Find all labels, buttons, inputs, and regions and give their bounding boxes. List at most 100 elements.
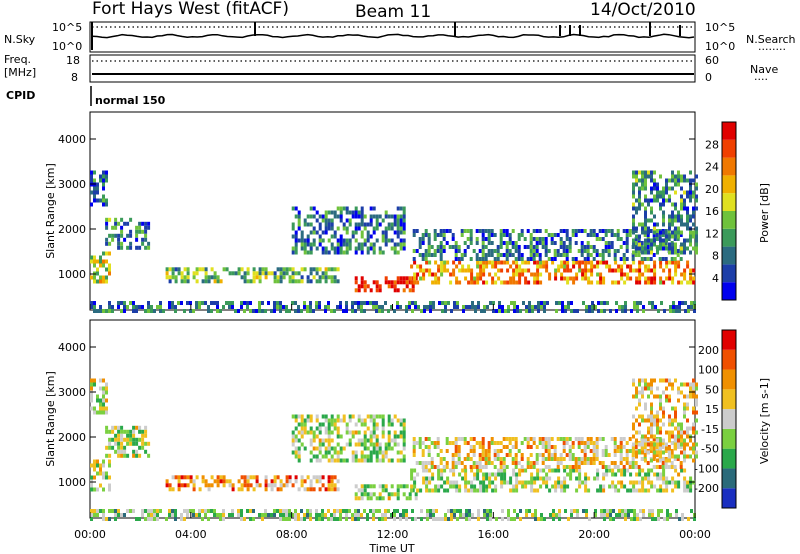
heatmap-cell <box>255 271 259 276</box>
heatmap-cell <box>687 309 690 313</box>
heatmap-cell <box>568 453 572 457</box>
heatmap-cell <box>508 233 512 237</box>
heatmap-cell <box>444 309 447 313</box>
heatmap-cell <box>592 233 596 237</box>
heatmap-cell <box>625 461 629 465</box>
heatmap-cell <box>315 279 319 284</box>
heatmap-cell <box>432 301 435 305</box>
heatmap-cell <box>219 309 222 313</box>
heatmap-cell <box>410 468 414 473</box>
heatmap-cell <box>650 418 653 423</box>
heatmap-cell <box>653 214 656 219</box>
heatmap-cell <box>454 245 458 249</box>
heatmap-cell <box>219 475 223 480</box>
heatmap-cell <box>410 472 414 477</box>
heatmap-cell <box>598 437 602 441</box>
heatmap-cell <box>650 250 653 255</box>
heatmap-cell <box>482 480 486 485</box>
heatmap-cell <box>566 264 570 269</box>
heatmap-cell <box>455 264 459 269</box>
heatmap-cell <box>183 517 186 521</box>
heatmap-cell <box>672 305 675 309</box>
heatmap-cell <box>671 406 674 411</box>
heatmap-cell <box>632 446 635 451</box>
heatmap-cell <box>686 382 689 387</box>
heatmap-cell <box>680 230 683 235</box>
heatmap-cell <box>518 264 522 269</box>
heatmap-cell <box>553 453 557 457</box>
heatmap-cell <box>186 509 189 513</box>
heatmap-cell <box>279 509 282 513</box>
heatmap-cell <box>626 272 630 277</box>
heatmap-cell <box>523 437 527 441</box>
heatmap-cell <box>443 268 447 273</box>
heatmap-cell <box>243 483 247 488</box>
heatmap-cell <box>141 229 145 234</box>
heatmap-cell <box>665 484 669 489</box>
heatmap-cell <box>216 279 220 284</box>
heatmap-cell <box>671 434 674 439</box>
heatmap-cell <box>324 279 328 284</box>
heatmap-cell <box>327 305 330 309</box>
heatmap-cell <box>156 305 159 309</box>
heatmap-cell <box>117 513 120 517</box>
heatmap-cell <box>138 305 141 309</box>
heatmap-cell <box>437 484 441 489</box>
heatmap-cell <box>387 496 391 501</box>
heatmap-cell <box>309 430 313 435</box>
heatmap-cell <box>351 454 355 459</box>
heatmap-cell <box>580 449 584 453</box>
heatmap-cell <box>424 249 428 253</box>
heatmap-cell <box>123 301 126 305</box>
heatmap-cell <box>596 476 600 481</box>
heatmap-cell <box>619 245 623 249</box>
heatmap-cell <box>393 509 396 513</box>
heatmap-cell <box>90 170 93 175</box>
heatmap-cell <box>464 484 468 489</box>
heatmap-cell <box>635 390 638 395</box>
heatmap-cell <box>168 267 172 272</box>
heatmap-cell <box>644 218 647 223</box>
heatmap-cell <box>384 446 388 451</box>
heatmap-cell <box>512 468 516 473</box>
heatmap-cell <box>210 483 214 488</box>
heatmap-cell <box>674 434 677 439</box>
heatmap-cell <box>553 257 557 261</box>
heatmap-cell <box>354 517 357 521</box>
heatmap-cell <box>544 237 548 241</box>
heatmap-cell <box>303 222 307 227</box>
heatmap-cell <box>464 488 468 493</box>
heatmap-cell <box>516 513 519 517</box>
heatmap-cell <box>638 390 641 395</box>
heatmap-cell <box>471 301 474 305</box>
heatmap-cell <box>643 449 647 453</box>
heatmap-cell <box>635 394 638 399</box>
heatmap-cell <box>207 279 211 284</box>
heatmap-cell <box>90 382 93 387</box>
heatmap-cell <box>631 257 635 261</box>
heatmap-cell <box>653 434 656 439</box>
heatmap-cell <box>659 406 662 411</box>
heatmap-cell <box>662 422 665 427</box>
heatmap-cell <box>614 472 618 477</box>
heatmap-cell <box>498 305 501 309</box>
heatmap-cell <box>638 430 641 435</box>
heatmap-cell <box>469 241 473 245</box>
heatmap-cell <box>288 517 291 521</box>
heatmap-cell <box>195 305 198 309</box>
heatmap-cell <box>671 174 674 179</box>
heatmap-cell <box>637 237 641 241</box>
heatmap-cell <box>300 418 304 423</box>
heatmap-cell <box>466 237 470 241</box>
heatmap-cell <box>90 275 93 280</box>
heatmap-cell <box>416 272 420 277</box>
heatmap-cell <box>565 465 569 469</box>
heatmap-cell <box>520 441 524 445</box>
heatmap-cell <box>594 509 597 513</box>
heatmap-cell <box>291 275 295 280</box>
heatmap-cell <box>607 249 611 253</box>
heatmap-cell <box>333 517 336 521</box>
heatmap-cell <box>436 453 440 457</box>
heatmap-cell <box>369 509 372 513</box>
heatmap-cell <box>282 509 285 513</box>
